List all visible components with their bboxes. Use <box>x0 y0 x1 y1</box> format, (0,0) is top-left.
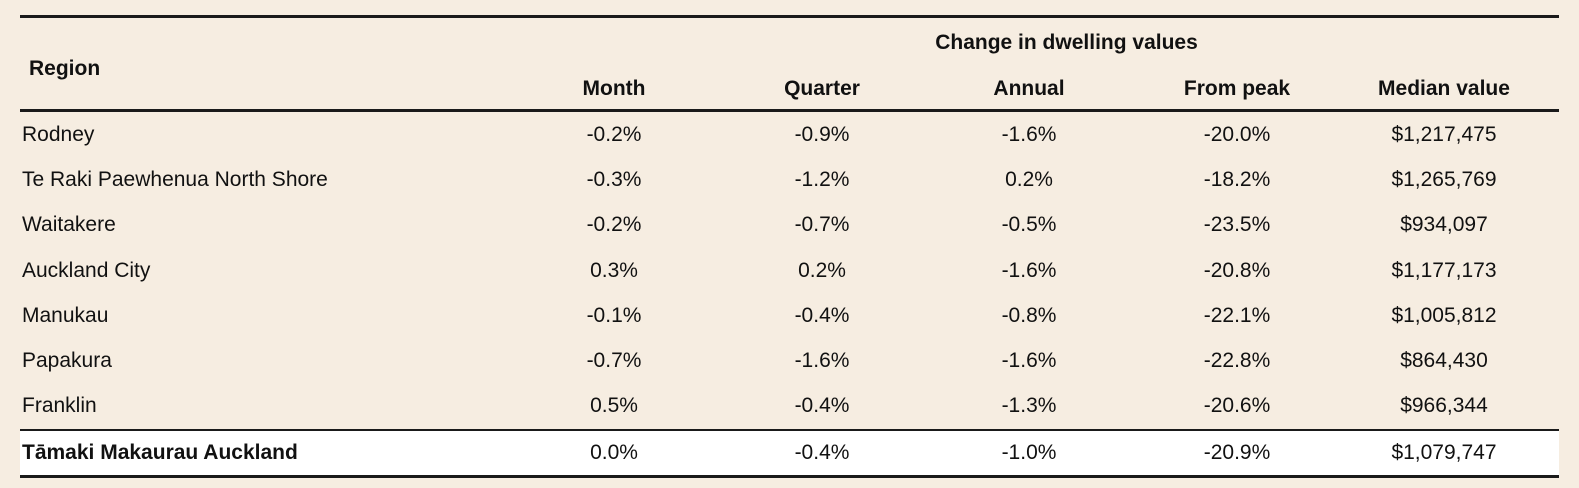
from-peak-change: -18.2% <box>1203 167 1271 191</box>
table-row: Auckland City 0.3% 0.2% -1.6% -20.8% $1,… <box>20 248 1559 293</box>
from-peak-change: -20.8% <box>1203 258 1271 282</box>
column-header-annual: Annual <box>993 77 1065 100</box>
median-value: $864,430 <box>1400 349 1488 373</box>
quarter-change: -0.4% <box>794 303 850 327</box>
column-header-month: Month <box>582 77 646 100</box>
month-change: -0.2% <box>586 213 642 237</box>
total-quarter-change: -0.4% <box>794 440 850 464</box>
region-name: Manukau <box>22 303 109 327</box>
region-column-header: Region <box>29 57 101 80</box>
month-change: -0.1% <box>586 303 642 327</box>
annual-change: -1.6% <box>1001 349 1057 373</box>
month-change: -0.3% <box>586 167 642 191</box>
median-value: $966,344 <box>1400 394 1488 418</box>
annual-change: 0.2% <box>1005 167 1053 191</box>
month-change: -0.7% <box>586 349 642 373</box>
change-group-header: Change in dwelling values <box>935 31 1198 54</box>
from-peak-change: -23.5% <box>1203 213 1271 237</box>
table-row: Waitakere -0.2% -0.7% -0.5% -23.5% $934,… <box>20 203 1559 248</box>
column-header-median-value: Median value <box>1378 77 1510 100</box>
month-change: -0.2% <box>586 122 642 146</box>
from-peak-change: -22.1% <box>1203 303 1271 327</box>
dwelling-values-table: Region Change in dwelling values Month Q… <box>20 15 1559 478</box>
column-header-from-peak: From peak <box>1183 77 1291 100</box>
quarter-change: 0.2% <box>798 258 846 282</box>
median-value: $1,177,173 <box>1391 258 1497 282</box>
from-peak-change: -20.0% <box>1203 122 1271 146</box>
column-headers: Month Quarter Annual From peak Median va… <box>20 77 1559 103</box>
from-peak-change: -20.6% <box>1203 394 1271 418</box>
quarter-change: -0.4% <box>794 394 850 418</box>
total-median-value: $1,079,747 <box>1391 440 1497 464</box>
table-row: Rodney -0.2% -0.9% -1.6% -20.0% $1,217,4… <box>20 112 1559 157</box>
median-value: $1,005,812 <box>1391 303 1497 327</box>
table-row: Te Raki Paewhenua North Shore -0.3% -1.2… <box>20 157 1559 202</box>
table-header: Region Change in dwelling values Month Q… <box>20 18 1559 109</box>
annual-change: -0.8% <box>1001 303 1057 327</box>
median-value: $1,217,475 <box>1391 122 1497 146</box>
annual-change: -0.5% <box>1001 213 1057 237</box>
month-change: 0.5% <box>590 394 638 418</box>
quarter-change: -0.9% <box>794 122 850 146</box>
annual-change: -1.3% <box>1001 394 1057 418</box>
total-from-peak-change: -20.9% <box>1203 440 1271 464</box>
table-row: Manukau -0.1% -0.4% -0.8% -22.1% $1,005,… <box>20 293 1559 338</box>
region-name: Rodney <box>22 122 95 146</box>
total-region-name: Tāmaki Makaurau Auckland <box>22 440 298 464</box>
bottom-rule <box>20 474 1559 478</box>
annual-change: -1.6% <box>1001 122 1057 146</box>
quarter-change: -1.2% <box>794 167 850 191</box>
quarter-change: -0.7% <box>794 213 850 237</box>
header-rule <box>20 109 1559 112</box>
month-change: 0.3% <box>590 258 638 282</box>
column-header-quarter: Quarter <box>784 77 860 100</box>
median-value: $934,097 <box>1400 213 1488 237</box>
region-name: Waitakere <box>22 213 116 237</box>
quarter-change: -1.6% <box>794 349 850 373</box>
region-name: Auckland City <box>22 258 151 282</box>
region-name: Papakura <box>22 349 112 373</box>
region-name: Franklin <box>22 394 97 418</box>
region-name: Te Raki Paewhenua North Shore <box>22 167 328 191</box>
top-rule <box>20 15 1559 18</box>
annual-change: -1.6% <box>1001 258 1057 282</box>
total-section: Tāmaki Makaurau Auckland 0.0% -0.4% -1.0… <box>20 430 1559 475</box>
total-row: Tāmaki Makaurau Auckland 0.0% -0.4% -1.0… <box>20 431 1559 475</box>
total-rule <box>20 429 1559 431</box>
table-body: Rodney -0.2% -0.9% -1.6% -20.0% $1,217,4… <box>20 112 1559 429</box>
total-month-change: 0.0% <box>590 440 638 464</box>
table-row: Franklin 0.5% -0.4% -1.3% -20.6% $966,34… <box>20 384 1559 429</box>
total-annual-change: -1.0% <box>1001 440 1057 464</box>
from-peak-change: -22.8% <box>1203 349 1271 373</box>
table-row: Papakura -0.7% -1.6% -1.6% -22.8% $864,4… <box>20 338 1559 383</box>
median-value: $1,265,769 <box>1391 167 1497 191</box>
